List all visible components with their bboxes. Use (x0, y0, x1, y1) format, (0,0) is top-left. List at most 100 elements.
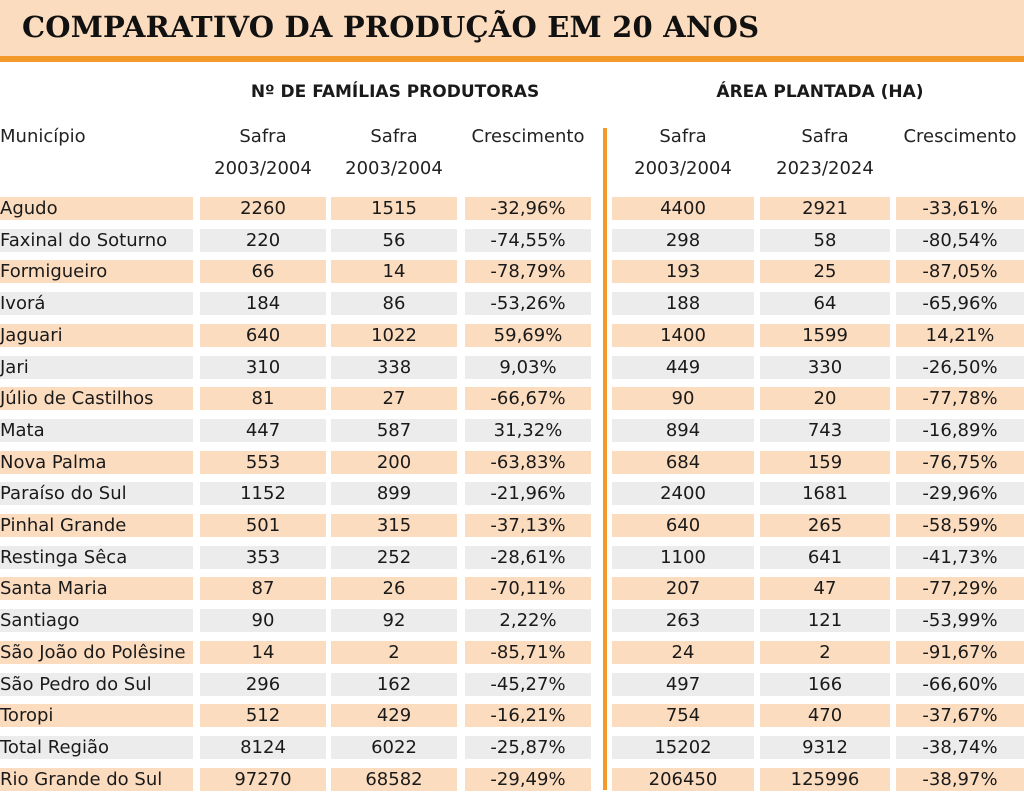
cell-municipio: Júlio de Castilhos (0, 387, 193, 411)
cell-area-safra-a: 298 (612, 228, 754, 252)
cell-fam-crescimento: -78,79% (465, 260, 591, 284)
cell-area-safra-b: 64 (760, 292, 890, 316)
cell-area-safra-a: 1100 (612, 545, 754, 569)
cell-municipio: São Pedro do Sul (0, 672, 193, 696)
cell-municipio: Santa Maria (0, 577, 193, 601)
table-row: Faxinal do Soturno 220 56 -74,55% 298 58 -80,5… (0, 228, 1024, 253)
cell-municipio: Pinhal Grande (0, 514, 193, 537)
cell-fam-crescimento: -70,11% (465, 577, 591, 601)
cell-fam-safra-b: 315 (331, 514, 457, 537)
cell-municipio: Toropi (0, 704, 193, 728)
cell-fam-safra-b: 252 (331, 545, 457, 569)
col-header-municipio: Município (0, 126, 86, 147)
cell-fam-crescimento: -25,87% (465, 735, 591, 759)
cell-area-safra-a: 207 (612, 577, 754, 601)
cell-area-safra-b: 125996 (760, 767, 890, 791)
cell-area-safra-b: 330 (760, 355, 890, 379)
cell-fam-safra-a: 1152 (200, 482, 326, 506)
cell-area-crescimento: -66,60% (896, 672, 1024, 696)
cell-area-safra-a: 193 (612, 260, 754, 284)
cell-fam-crescimento: -53,26% (465, 292, 591, 316)
cell-area-crescimento: -53,99% (896, 609, 1024, 633)
cell-area-crescimento: -41,73% (896, 545, 1024, 569)
col-header-fam-safra-b: Safra 2003/2004 (345, 126, 443, 179)
cell-municipio: São João do Polêsine (0, 640, 193, 664)
table-row: São João do Polêsine 14 2 -85,71% 24 2 -91,67% (0, 640, 1024, 665)
cell-fam-safra-a: 447 (200, 418, 326, 442)
cell-fam-safra-b: 6022 (331, 735, 457, 759)
cell-area-safra-b: 1681 (760, 482, 890, 506)
cell-area-safra-a: 2400 (612, 482, 754, 506)
cell-area-crescimento: -91,67% (896, 640, 1024, 664)
cell-area-safra-b: 25 (760, 260, 890, 284)
cell-area-safra-a: 90 (612, 387, 754, 411)
table-row: Toropi 512 429 -16,21% 754 470 -37,67% (0, 704, 1024, 728)
cell-fam-crescimento: 9,03% (465, 355, 591, 379)
cell-area-safra-a: 4400 (612, 197, 754, 220)
cell-municipio: Agudo (0, 197, 193, 220)
table-row: Jaguari 640 1022 59,69% 1400 1599 14,21% (0, 323, 1024, 348)
cell-fam-safra-b: 27 (331, 387, 457, 411)
page-title: COMPARATIVO DA PRODUÇÃO EM 20 ANOS (22, 10, 760, 44)
cell-area-safra-a: 188 (612, 292, 754, 316)
cell-fam-crescimento: 59,69% (465, 323, 591, 347)
title-bar (0, 0, 1024, 56)
cell-area-safra-a: 754 (612, 704, 754, 728)
cell-fam-safra-a: 512 (200, 704, 326, 728)
cell-fam-crescimento: -16,21% (465, 704, 591, 728)
col-header-area-safra-a: Safra 2003/2004 (634, 126, 732, 179)
col-header-fam-safra-a: Safra 2003/2004 (214, 126, 312, 179)
cell-area-safra-b: 743 (760, 418, 890, 442)
cell-area-crescimento: -33,61% (896, 197, 1024, 220)
cell-fam-crescimento: -66,67% (465, 387, 591, 411)
cell-area-safra-a: 640 (612, 514, 754, 537)
cell-area-crescimento: -77,29% (896, 577, 1024, 601)
cell-municipio: Rio Grande do Sul (0, 767, 193, 791)
table-row: Jari 310 338 9,03% 449 330 -26,50% (0, 355, 1024, 380)
cell-fam-safra-b: 68582 (331, 767, 457, 791)
cell-area-crescimento: -37,67% (896, 704, 1024, 728)
cell-municipio: Santiago (0, 609, 193, 633)
group-header-families: Nº DE FAMÍLIAS PRODUTORAS (250, 82, 540, 102)
cell-fam-safra-b: 26 (331, 577, 457, 601)
group-header-area: ÁREA PLANTADA (HA) (716, 82, 924, 102)
cell-area-crescimento: -58,59% (896, 514, 1024, 537)
table-row: São Pedro do Sul 296 162 -45,27% 497 166 -66,6… (0, 672, 1024, 697)
cell-area-safra-a: 449 (612, 355, 754, 379)
col-header-area-safra-b: Safra 2023/2024 (776, 126, 874, 179)
cell-fam-crescimento: -21,96% (465, 482, 591, 506)
cell-municipio: Mata (0, 418, 193, 442)
cell-area-safra-a: 684 (612, 450, 754, 474)
cell-fam-safra-a: 220 (200, 228, 326, 252)
cell-fam-crescimento: -28,61% (465, 545, 591, 569)
cell-area-safra-b: 121 (760, 609, 890, 633)
cell-municipio: Nova Palma (0, 450, 193, 474)
cell-area-crescimento: -26,50% (896, 355, 1024, 379)
cell-area-safra-b: 265 (760, 514, 890, 537)
cell-area-safra-a: 263 (612, 609, 754, 633)
cell-area-crescimento: -76,75% (896, 450, 1024, 474)
cell-area-crescimento: -77,78% (896, 387, 1024, 411)
cell-municipio: Total Região (0, 735, 193, 759)
cell-area-safra-a: 24 (612, 640, 754, 664)
table-row: Paraíso do Sul 1152 899 -21,96% 2400 1681 -29,… (0, 482, 1024, 506)
cell-fam-crescimento: 31,32% (465, 418, 591, 442)
cell-area-safra-b: 20 (760, 387, 890, 411)
table-row: Total Região 8124 6022 -25,87% 15202 9312 -38,… (0, 735, 1024, 760)
cell-fam-safra-b: 200 (331, 450, 457, 474)
cell-area-crescimento: 14,21% (896, 323, 1024, 347)
cell-area-safra-b: 470 (760, 704, 890, 728)
cell-fam-safra-b: 162 (331, 672, 457, 696)
cell-fam-safra-b: 1515 (331, 197, 457, 220)
table-row: Pinhal Grande 501 315 -37,13% 640 265 -58,59% (0, 514, 1024, 538)
cell-area-safra-b: 58 (760, 228, 890, 252)
cell-fam-safra-a: 296 (200, 672, 326, 696)
cell-area-safra-a: 1400 (612, 323, 754, 347)
table-row: Mata 447 587 31,32% 894 743 -16,89% (0, 418, 1024, 443)
cell-area-safra-b: 9312 (760, 735, 890, 759)
cell-fam-safra-a: 184 (200, 292, 326, 316)
table-row: Formigueiro 66 14 -78,79% 193 25 -87,05% (0, 260, 1024, 284)
cell-area-safra-b: 2921 (760, 197, 890, 220)
cell-area-safra-a: 15202 (612, 735, 754, 759)
table-row: Ivorá 184 86 -53,26% 188 64 -65,96% (0, 292, 1024, 316)
